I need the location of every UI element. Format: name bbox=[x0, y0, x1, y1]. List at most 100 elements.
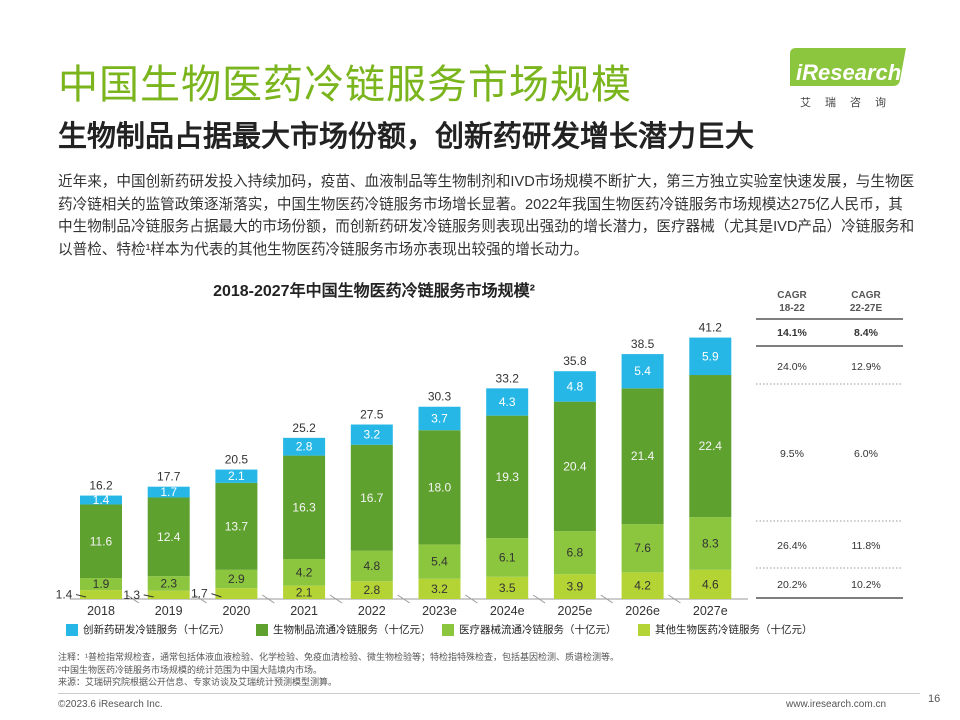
cagr-header-2-range: 22-27E bbox=[850, 303, 883, 314]
bar-segment-other bbox=[621, 572, 664, 599]
bar-segment-other bbox=[215, 588, 258, 599]
x-tick-divider bbox=[668, 594, 681, 604]
x-tick-divider bbox=[194, 594, 207, 604]
data-label-innovative: 3.2 bbox=[363, 428, 380, 442]
logo-cn-text: 艾瑞咨询 bbox=[800, 97, 900, 109]
cagr-device-22-27: 11.8% bbox=[852, 540, 881, 552]
x-tick-divider bbox=[126, 594, 140, 604]
data-label-device: 6.1 bbox=[499, 550, 516, 564]
bar-segment-device bbox=[283, 559, 326, 586]
total-label: 27.5 bbox=[360, 408, 384, 422]
legend-item-innovative: 创新药研发冷链服务（十亿元） bbox=[66, 622, 230, 637]
data-label-bio: 18.0 bbox=[428, 480, 452, 494]
data-label-device: 1.9 bbox=[93, 577, 110, 591]
data-label-innovative: 1.4 bbox=[93, 493, 110, 507]
bar-segment-innovative bbox=[215, 469, 258, 483]
data-label-bio: 16.7 bbox=[360, 491, 384, 505]
total-label: 35.8 bbox=[563, 354, 587, 368]
bar-segment-innovative bbox=[147, 486, 190, 498]
legend-swatch bbox=[638, 623, 650, 636]
cagr-device-18-22: 26.4% bbox=[777, 540, 807, 552]
bar-segment-other bbox=[553, 574, 596, 599]
data-label-bio: 20.4 bbox=[563, 459, 587, 473]
bar-segment-innovative bbox=[283, 437, 326, 456]
bar-segment-other bbox=[147, 590, 190, 599]
total-label: 16.2 bbox=[89, 479, 113, 493]
x-tick-divider bbox=[532, 594, 546, 604]
bar-segment-bio bbox=[80, 504, 122, 579]
data-label-device: 2.9 bbox=[228, 572, 245, 586]
bar-segment-innovative bbox=[553, 371, 596, 402]
bar-segment-device bbox=[689, 517, 732, 570]
bar-segment-bio bbox=[689, 375, 732, 518]
x-tick-label: 2020 bbox=[222, 604, 250, 618]
data-label-innovative: 5.4 bbox=[634, 364, 651, 378]
bar-segment-other bbox=[283, 585, 326, 599]
logo-text: iResearch bbox=[796, 60, 902, 85]
footnote-source: 来源：艾瑞研究院根据公开信息、专家访谈及艾瑞统计预测模型测算。 bbox=[58, 677, 338, 687]
bar-segment-device bbox=[350, 550, 393, 582]
bar-segment-innovative bbox=[350, 424, 393, 445]
data-label-device: 8.3 bbox=[702, 536, 719, 550]
intro-paragraph: 近年来，中国创新药研发投入持续加码，疫苗、血液制品等生物制剂和IVD市场规模不断… bbox=[58, 174, 915, 258]
legend-swatch bbox=[256, 623, 268, 636]
data-label-device: 5.4 bbox=[431, 555, 448, 569]
data-label-other: 4.6 bbox=[702, 577, 719, 591]
data-label-other: 3.2 bbox=[431, 582, 448, 596]
bar-segment-innovative bbox=[689, 337, 732, 376]
data-label-other: 1.3 bbox=[123, 588, 140, 602]
data-label-device: 7.6 bbox=[634, 541, 651, 555]
bar-segment-bio bbox=[486, 415, 529, 539]
x-tick-label: 2022 bbox=[358, 604, 386, 618]
chart-title: 2018-2027年中国生物医药冷链服务市场规模² bbox=[213, 283, 535, 300]
x-tick-label: 2019 bbox=[155, 604, 183, 618]
footer-website: www.iresearch.com.cn bbox=[786, 699, 887, 710]
page-title: 中国生物医药冷链服务市场规模 bbox=[58, 63, 632, 107]
data-label-innovative: 4.3 bbox=[499, 395, 516, 409]
bar-segment-bio bbox=[621, 388, 664, 525]
bar-segment-bio bbox=[283, 455, 326, 560]
bar-segment-other bbox=[689, 569, 732, 599]
data-label-innovative: 2.1 bbox=[228, 469, 245, 483]
bar-segment-device bbox=[621, 524, 664, 573]
footnotes: 注释：¹普检指常规检查，通常包括体液血液检验、化学检验、免疫血清检验、微生物检验… bbox=[58, 651, 619, 689]
legend-label: 创新药研发冷链服务（十亿元） bbox=[83, 624, 230, 636]
page-number: 16 bbox=[928, 693, 941, 705]
cagr-innovative-22-27: 12.9% bbox=[851, 361, 881, 373]
leader-line bbox=[143, 594, 154, 598]
total-label: 38.5 bbox=[631, 337, 655, 351]
data-label-bio: 12.4 bbox=[157, 530, 181, 544]
data-label-other: 2.8 bbox=[363, 583, 380, 597]
footnote-2: ²中国生物医药冷链服务市场规模的统计范围为中国大陆境内市场。 bbox=[58, 664, 322, 675]
data-label-other: 3.5 bbox=[499, 581, 516, 595]
bar-segment-device bbox=[553, 531, 596, 575]
cagr-header-1-range: 18-22 bbox=[779, 303, 805, 314]
legend-swatch bbox=[66, 623, 78, 636]
x-tick-divider bbox=[329, 594, 343, 604]
data-label-device: 4.8 bbox=[363, 559, 380, 573]
data-label-innovative: 4.8 bbox=[567, 379, 584, 393]
x-tick-divider bbox=[465, 594, 478, 604]
x-tick-divider bbox=[600, 594, 614, 604]
bar-segment-device bbox=[418, 544, 461, 579]
cagr-header-1: CAGR bbox=[777, 290, 807, 301]
data-label-innovative: 3.7 bbox=[431, 411, 448, 425]
total-label: 41.2 bbox=[699, 321, 723, 335]
cagr-innovative-18-22: 24.0% bbox=[777, 361, 807, 373]
bar-segment-innovative bbox=[486, 388, 529, 416]
legend-label: 医疗器械流通冷链服务（十亿元） bbox=[459, 624, 617, 636]
legend-item-other: 其他生物医药冷链服务（十亿元） bbox=[638, 622, 813, 637]
logo-badge bbox=[790, 48, 906, 86]
x-tick-label: 2021 bbox=[290, 604, 318, 618]
x-tick-label: 2024e bbox=[490, 604, 525, 618]
cagr-bio-22-27: 6.0% bbox=[854, 448, 878, 460]
total-label: 30.3 bbox=[428, 390, 452, 404]
bar-segment-device bbox=[80, 578, 122, 591]
data-label-device: 4.2 bbox=[296, 565, 313, 579]
cagr-total-22-27: 8.4% bbox=[854, 327, 879, 339]
data-label-innovative: 1.7 bbox=[160, 485, 177, 499]
iresearch-logo: iResearch 艾瑞咨询 bbox=[790, 48, 920, 109]
bar-segment-other bbox=[80, 590, 122, 599]
bar-segment-other bbox=[350, 581, 393, 599]
x-tick-label: 2023e bbox=[422, 604, 457, 618]
